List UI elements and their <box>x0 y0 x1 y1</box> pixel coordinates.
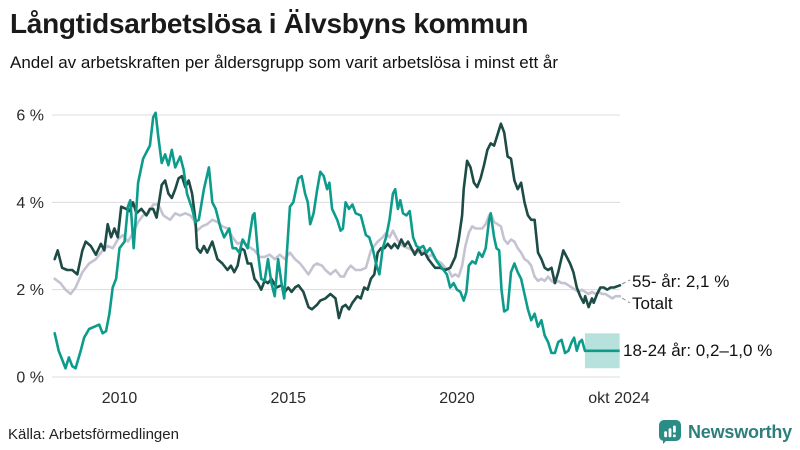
page-title: Långtidsarbetslösa i Älvsbyns kommun <box>10 8 529 39</box>
axis-labels: 0 % 2 % 4 % 6 % 2010 2015 2020 okt 2024 <box>16 108 649 408</box>
annotations: 55- år: 2,1 % Totalt 18-24 år: 0,2–1,0 % <box>623 272 772 360</box>
y-tick-label: 6 % <box>16 108 44 125</box>
x-tick-label: 2015 <box>270 390 306 407</box>
gridlines <box>52 114 620 378</box>
x-tick-label: 2020 <box>439 390 475 407</box>
leader-line <box>621 297 631 304</box>
newsworthy-chart-icon <box>658 420 681 444</box>
y-tick-label: 2 % <box>16 282 44 299</box>
series-group <box>53 111 622 370</box>
series-line-55 <box>53 122 622 320</box>
label-1824: 18-24 år: 0,2–1,0 % <box>623 341 772 360</box>
y-tick-label: 0 % <box>16 370 44 387</box>
x-tick-label: okt 2024 <box>588 390 649 407</box>
series-line-1824 <box>53 111 587 370</box>
newsworthy-wordmark: Newsworthy <box>687 421 792 442</box>
newsworthy-logo[interactable]: Newsworthy <box>658 419 792 445</box>
chart-svg: 0 % 2 % 4 % 6 % 2010 2015 2020 okt 2024 55- år:… <box>16 108 772 408</box>
source-note: Källa: Arbetsförmedlingen <box>8 426 179 443</box>
label-55: 55- år: 2,1 % <box>632 272 729 291</box>
x-tick-label: 2010 <box>102 390 138 407</box>
page-subtitle: Andel av arbetskraften per åldersgrupp s… <box>10 53 559 72</box>
label-total: Totalt <box>632 294 673 313</box>
y-tick-label: 4 % <box>16 195 44 212</box>
leader-line <box>621 279 631 285</box>
leader-lines <box>621 279 631 304</box>
